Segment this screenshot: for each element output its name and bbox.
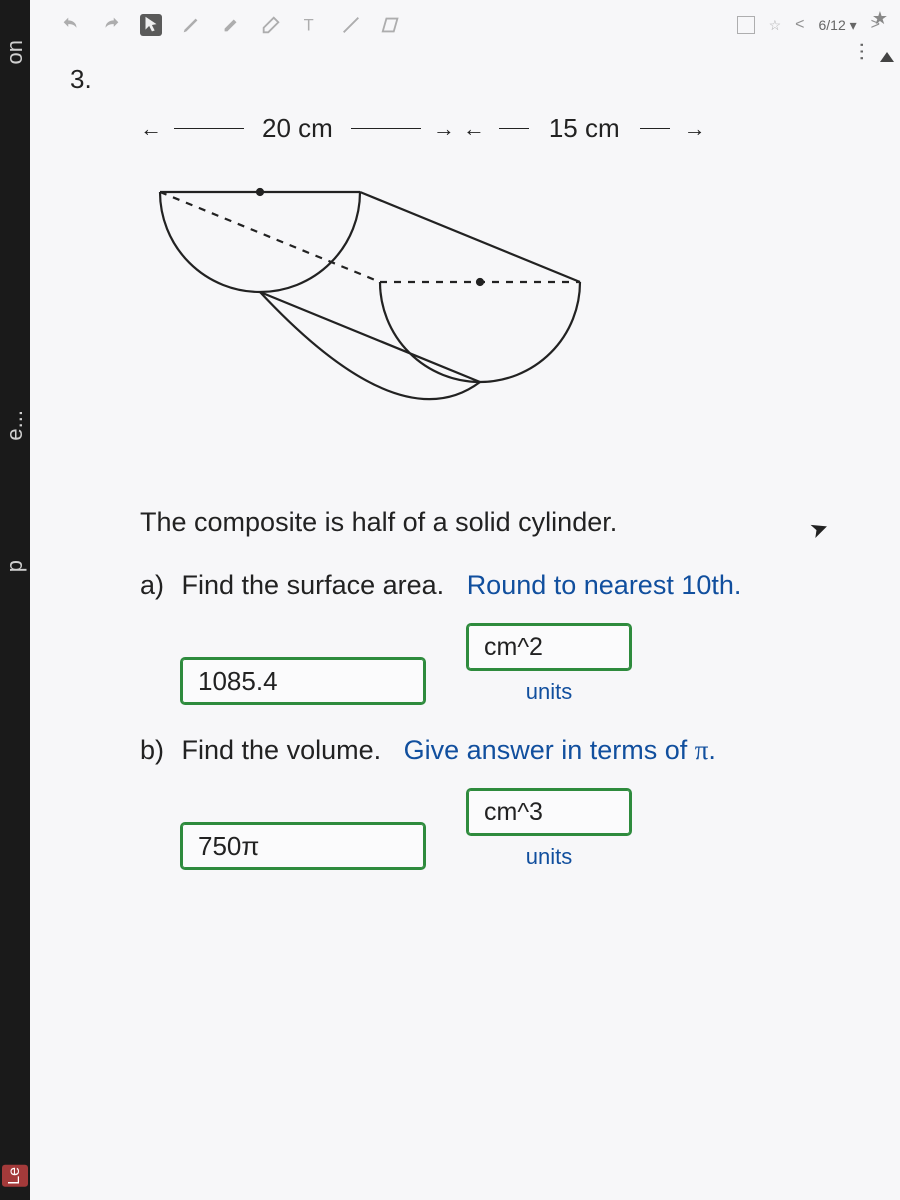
eraser-icon[interactable]: [260, 14, 282, 36]
prev-page-button[interactable]: <: [795, 16, 804, 34]
edge-label-on: on: [2, 40, 28, 64]
part-a-prompt: a) Find the surface area. Round to neare…: [140, 570, 870, 601]
question-content: 3. ← 20 cm → ← 15 cm →: [70, 64, 870, 870]
highlighter-icon[interactable]: [220, 14, 242, 36]
part-b-unit-stack: cm^3 units: [466, 788, 632, 870]
screenshot-left-edge: on e... p Le: [0, 0, 30, 1200]
part-b-value-input[interactable]: 750π: [180, 822, 426, 870]
part-a-hint: Round to nearest 10th.: [467, 570, 742, 600]
part-b-letter: b): [140, 735, 174, 766]
part-a-value-input[interactable]: 1085.4: [180, 657, 426, 705]
part-b-hint-prefix: Give answer in terms of: [404, 735, 695, 765]
pi-symbol: π: [695, 735, 709, 765]
svg-text:T: T: [304, 17, 314, 35]
composite-statement: The composite is half of a solid cylinde…: [140, 504, 870, 540]
text-tool-icon[interactable]: T: [300, 14, 322, 36]
toolbar: T ☆ < 6/12 ▾ > ⋯: [30, 8, 880, 42]
worksheet-page: T ☆ < 6/12 ▾ > ⋯ 3. ← 20 cm →: [30, 0, 900, 1200]
line-tool-icon[interactable]: [340, 14, 362, 36]
undo-icon[interactable]: [60, 14, 82, 36]
scroll-up-icon[interactable]: [880, 52, 894, 62]
toolbar-tools: T: [60, 14, 402, 36]
pen-icon[interactable]: [180, 14, 202, 36]
figure-zone: ← 20 cm → ← 15 cm →: [140, 113, 870, 462]
dim2-text: 15 cm: [543, 113, 626, 144]
part-b-unit-input[interactable]: cm^3: [466, 788, 632, 836]
edge-label-e: e...: [2, 410, 28, 441]
part-b-text: Find the volume.: [182, 735, 382, 765]
part-a-value: 1085.4: [198, 666, 278, 697]
more-menu-icon[interactable]: ⋯: [850, 42, 875, 62]
part-a-answer-row: 1085.4 cm^2 units: [180, 623, 870, 705]
part-a-unit-label: units: [526, 679, 572, 705]
bookmark-star-icon[interactable]: ★: [872, 8, 888, 29]
redo-icon[interactable]: [100, 14, 122, 36]
shape-tool-icon[interactable]: [380, 14, 402, 36]
part-b-prompt: b) Find the volume. Give answer in terms…: [140, 735, 870, 766]
dimension-labels: ← 20 cm → ← 15 cm →: [140, 113, 870, 144]
part-a-unit: cm^2: [484, 633, 543, 662]
page-navigator: ☆ < 6/12 ▾ >: [737, 16, 880, 34]
edge-label-le: Le: [2, 1165, 28, 1187]
star-top-icon[interactable]: ☆: [769, 17, 782, 34]
dimension-15cm: ← 15 cm →: [463, 113, 706, 144]
page-indicator[interactable]: 6/12 ▾: [818, 17, 856, 34]
question-number: 3.: [70, 64, 870, 95]
part-a-unit-stack: cm^2 units: [466, 623, 632, 705]
dimension-20cm: ← 20 cm →: [140, 113, 455, 144]
part-a-unit-input[interactable]: cm^2: [466, 623, 632, 671]
part-b-unit: cm^3: [484, 798, 543, 827]
dim1-text: 20 cm: [256, 113, 339, 144]
part-b-value: 750π: [198, 831, 259, 862]
part-b-hint: Give answer in terms of π.: [404, 735, 716, 765]
edge-label-p: p: [2, 560, 28, 572]
half-cylinder-figure: [140, 152, 620, 462]
present-icon[interactable]: [737, 16, 755, 34]
part-b-answer-row: 750π cm^3 units: [180, 788, 870, 870]
part-b-unit-label: units: [526, 844, 572, 870]
part-a-letter: a): [140, 570, 174, 601]
part-a-text: Find the surface area.: [182, 570, 445, 600]
cursor-tool-icon[interactable]: [140, 14, 162, 36]
part-b-hint-suffix: .: [708, 735, 716, 765]
